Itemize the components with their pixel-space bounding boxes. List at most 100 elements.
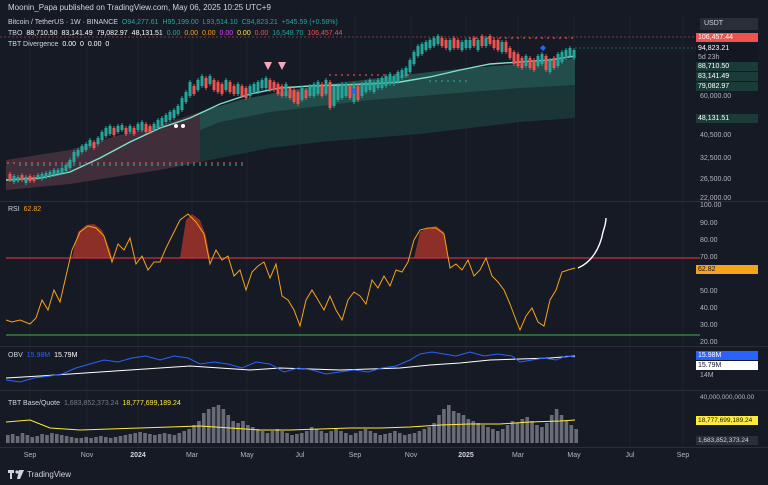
volume-bar — [64, 436, 69, 443]
candle — [348, 86, 352, 98]
candle — [308, 86, 312, 96]
obv-legend: OBV 15.98M 15.79M — [8, 351, 79, 360]
candle — [304, 90, 308, 98]
support-dot — [97, 164, 99, 166]
resistance-dot — [353, 74, 355, 76]
candle — [12, 176, 16, 182]
tbt-div-v1: 0 — [79, 41, 84, 48]
volume-bar — [447, 405, 451, 443]
candle — [156, 120, 160, 128]
tbo-v3: 48,131.51 — [131, 30, 163, 37]
tbo-v9: 0.00 — [254, 30, 269, 37]
time-label: May — [567, 452, 581, 459]
resistance-dot — [223, 162, 225, 164]
candle — [16, 177, 20, 181]
resistance-dot — [535, 37, 537, 39]
support-dot — [205, 164, 207, 166]
resistance-dot — [217, 162, 219, 164]
rsi-axis-70: 70.00 — [700, 254, 718, 261]
currency-button[interactable]: USDT — [700, 18, 758, 30]
candle — [92, 142, 96, 148]
candle — [472, 38, 476, 46]
candle — [136, 124, 140, 130]
volume-bar — [486, 427, 490, 443]
support-dot — [199, 164, 201, 166]
candle — [204, 78, 208, 88]
time-label: Sep — [348, 452, 362, 459]
candle — [268, 80, 272, 90]
candle — [412, 52, 416, 64]
resistance-dot — [7, 162, 9, 164]
candle — [96, 138, 100, 144]
candle — [220, 84, 224, 94]
volume-bar — [530, 421, 534, 443]
rsi-value: 62.82 — [23, 206, 42, 213]
volume-bar — [442, 409, 446, 443]
candle — [192, 86, 196, 94]
support-dot — [235, 164, 237, 166]
tbt-bq-legend: TBT Base/Quote 1,683,852,373.24 18,777,6… — [8, 399, 183, 408]
resistance-dot — [145, 162, 147, 164]
candle — [188, 82, 192, 96]
resistance-dot — [157, 162, 159, 164]
support-dot — [49, 164, 51, 166]
candle — [396, 72, 400, 82]
candle — [408, 60, 412, 72]
volume-bar — [304, 431, 309, 443]
candle — [300, 88, 304, 100]
volume-bar — [398, 433, 402, 443]
candle — [76, 150, 80, 156]
volume-bar — [241, 421, 245, 443]
volume-bar — [30, 437, 35, 443]
volume-bar — [69, 437, 74, 443]
candle — [480, 36, 484, 46]
resistance-dot — [139, 162, 141, 164]
resistance-dot — [407, 74, 409, 76]
volume-bar — [535, 425, 539, 443]
tbt-bq-label: TBT Base/Quote — [8, 400, 61, 407]
candle — [464, 40, 468, 48]
candle — [428, 40, 432, 48]
candle — [36, 175, 40, 178]
candle — [512, 52, 516, 64]
volume-bar — [280, 431, 284, 443]
candle — [28, 176, 32, 181]
resistance-dot — [329, 74, 331, 76]
candle — [216, 82, 220, 92]
volume-bar — [157, 434, 162, 443]
volume-bar — [344, 433, 348, 443]
volume-bar — [407, 434, 412, 443]
candle — [532, 60, 536, 70]
candle — [140, 122, 144, 130]
resistance-dot — [365, 74, 367, 76]
volume-bar — [50, 433, 54, 443]
tradingview-logo[interactable]: TradingView — [8, 470, 71, 479]
volume-bar — [525, 417, 529, 443]
price-axis-22000: 22,000.00 — [700, 195, 732, 202]
chart-canvas[interactable] — [0, 14, 768, 454]
tbt-div-v0: 0.00 — [62, 41, 77, 48]
volume-bar — [246, 425, 250, 443]
resistance-dot — [193, 162, 195, 164]
volume-bar — [554, 409, 559, 443]
support-dot — [133, 164, 135, 166]
rsi-axis-30: 30.00 — [700, 322, 718, 329]
volume-bar — [481, 425, 485, 443]
volume-bar — [437, 415, 441, 443]
volume-bar — [295, 434, 299, 443]
resistance-dot — [541, 37, 543, 39]
candle — [240, 86, 244, 96]
candle — [296, 92, 300, 104]
pane-separator[interactable] — [0, 390, 768, 391]
pane-separator[interactable] — [0, 346, 768, 347]
support-dot — [459, 80, 461, 82]
rsi-axis-100: 100.00 — [700, 202, 722, 209]
candle — [544, 56, 548, 70]
countdown-tag: 5d 23h — [696, 53, 758, 62]
candle — [52, 170, 56, 175]
support-dot — [61, 164, 63, 166]
pane-separator[interactable] — [0, 201, 768, 202]
support-dot — [175, 164, 177, 166]
support-dot — [115, 164, 117, 166]
volume-bar — [393, 431, 397, 443]
